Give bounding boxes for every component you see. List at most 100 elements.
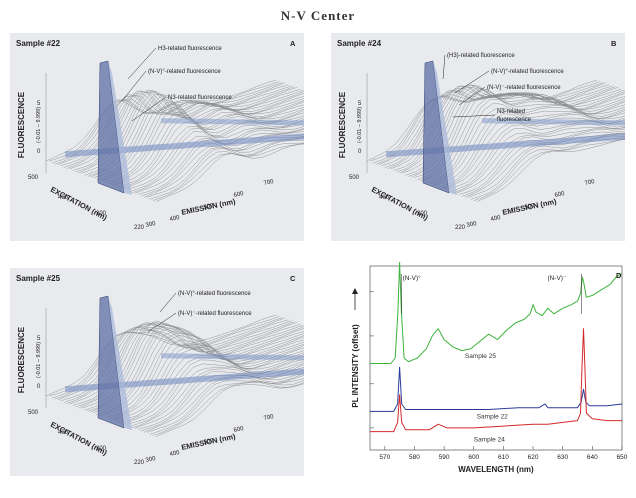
peak-label: (N-V)⁻ (547, 275, 567, 282)
figure-title: N-V Center (280, 8, 356, 23)
spectrum-line (45, 79, 277, 162)
spectrum-line (152, 382, 304, 436)
spectrum-line (117, 354, 304, 423)
emission-tick-label: 600 (233, 191, 245, 199)
emission-tick-label: 600 (233, 426, 245, 434)
excitation-tick-label: 500 (28, 175, 39, 181)
annotation-label: (N-V)⁻-related fluorescence (178, 311, 252, 317)
y-axis-label: FLUORESCENCE (17, 326, 26, 393)
spectrum-line (473, 138, 625, 201)
spectrum-line (450, 126, 625, 193)
spectrum-line (149, 142, 304, 200)
annotation-label: (N-V)⁻-related fluorescence (487, 85, 561, 91)
excitation-tick-label: 400 (379, 195, 390, 201)
spectrum-line (129, 364, 304, 428)
excitation-tick-label: 500 (28, 410, 39, 416)
emission-tick-label: 700 (584, 179, 596, 187)
spectrum-line (414, 90, 625, 178)
excitation-tick-label: 400 (58, 430, 69, 436)
emission-tick-label: 300 (145, 221, 157, 229)
series-line (370, 262, 623, 364)
scatter-band (161, 118, 304, 126)
spectrum-line (453, 127, 625, 194)
panel-c: Sample #25 C FLUORESCENCE (-0.01 – 9.999) 0 5… (10, 268, 304, 476)
annotation-label: (N-V)°-related fluorescence (148, 69, 221, 75)
series-label: Sample 25 (465, 353, 496, 360)
emission-tick-label: 400 (169, 215, 181, 223)
emission-tick-label: 500 (203, 203, 215, 211)
fluorescence-3d-plot: Sample #25 C FLUORESCENCE (-0.01 – 9.999) 0 5… (16, 274, 304, 466)
annotation-label: N3-related (497, 109, 525, 115)
emission-tick-label: 400 (490, 215, 502, 223)
spectrum-line (411, 88, 625, 178)
x-tick-label: 620 (528, 454, 539, 461)
annotation-label: fluorescence (497, 117, 532, 123)
spectrum-line (114, 117, 304, 186)
spectrum-line (45, 314, 277, 397)
excitation-tick-label: 300 (96, 446, 107, 452)
sample-label: Sample #22 (16, 39, 61, 48)
pl-spectra-chart: 570 580 590 600 610 620 630 640 650 Sample 25 Samp… (318, 262, 632, 490)
excitation-tick-label: 220 (134, 225, 145, 231)
spectrum-line (108, 112, 304, 185)
annotation-leader (121, 70, 147, 102)
spectrum-line (470, 138, 625, 200)
x-tick-label: 610 (498, 454, 509, 461)
excitation-tick-label: 300 (96, 211, 107, 217)
spectrum-line (57, 84, 289, 166)
annotation-label: H3-related fluorescence (158, 46, 222, 52)
spectrum-line (461, 133, 625, 197)
annotation-label: N3-related fluorescence (168, 95, 232, 101)
scatter-band (161, 353, 304, 361)
x-tick-label: 580 (409, 454, 420, 461)
y-tick-label: 5 (37, 336, 41, 342)
spectrum-line (114, 349, 304, 421)
spectrum-line (420, 97, 625, 182)
peak-label: (N-V)° (403, 274, 422, 282)
spectrum-line (155, 143, 304, 202)
spectrum-line (102, 334, 304, 417)
x-tick-label: 630 (557, 454, 568, 461)
spectrum-line (120, 123, 304, 189)
spectrum-line (149, 380, 304, 435)
annotation-leader (147, 312, 177, 333)
spectrum-line (384, 86, 616, 168)
spectrum-line (111, 115, 304, 186)
panel-letter: A (290, 39, 296, 48)
range-label: (-0.01 – 9.999) (357, 107, 363, 143)
spectrum-line (87, 93, 304, 177)
annotation-label: (N-V)°-related fluorescence (178, 291, 251, 297)
annotation-label: (H3)-related fluorescence (447, 53, 515, 59)
excitation-wall-shade (108, 296, 132, 430)
excitation-wall-shade (433, 61, 457, 195)
spectrum-line (447, 123, 625, 190)
fluorescence-3d-plot: Sample #22 A FLUORESCENCE (-0.01 – 9.999) 0 5… (16, 39, 304, 231)
sample-label: Sample #25 (16, 274, 61, 283)
spectrum-line (435, 113, 625, 186)
spectrum-line (146, 140, 304, 198)
range-label: (-0.01 – 9.999) (36, 107, 42, 143)
annotation-leader (442, 54, 446, 80)
spectrum-line (372, 82, 604, 164)
y-tick-label: 5 (37, 101, 41, 107)
panel-letter: D (616, 271, 622, 280)
scatter-band (482, 118, 625, 126)
spectrum-line (57, 319, 289, 401)
scatter-band (385, 133, 625, 158)
y-tick-label: 0 (37, 149, 41, 155)
spectrum-line (96, 331, 304, 415)
spectrum-line (54, 82, 286, 165)
excitation-tick-label: 220 (455, 225, 466, 231)
spectrum-line (123, 126, 304, 190)
spectrum-line (135, 369, 304, 429)
series-line (370, 328, 622, 433)
x-tick-label: 570 (379, 454, 390, 461)
x-tick-label: 650 (617, 454, 628, 461)
annotation-leader (159, 292, 177, 313)
spectrum-line (366, 79, 598, 162)
annotation-label: (N-V)°-related fluorescence (491, 69, 564, 75)
series-line (370, 366, 623, 412)
annotation-leader (127, 47, 157, 80)
excitation-tick-label: 220 (134, 460, 145, 466)
sample-label: Sample #24 (337, 39, 382, 48)
